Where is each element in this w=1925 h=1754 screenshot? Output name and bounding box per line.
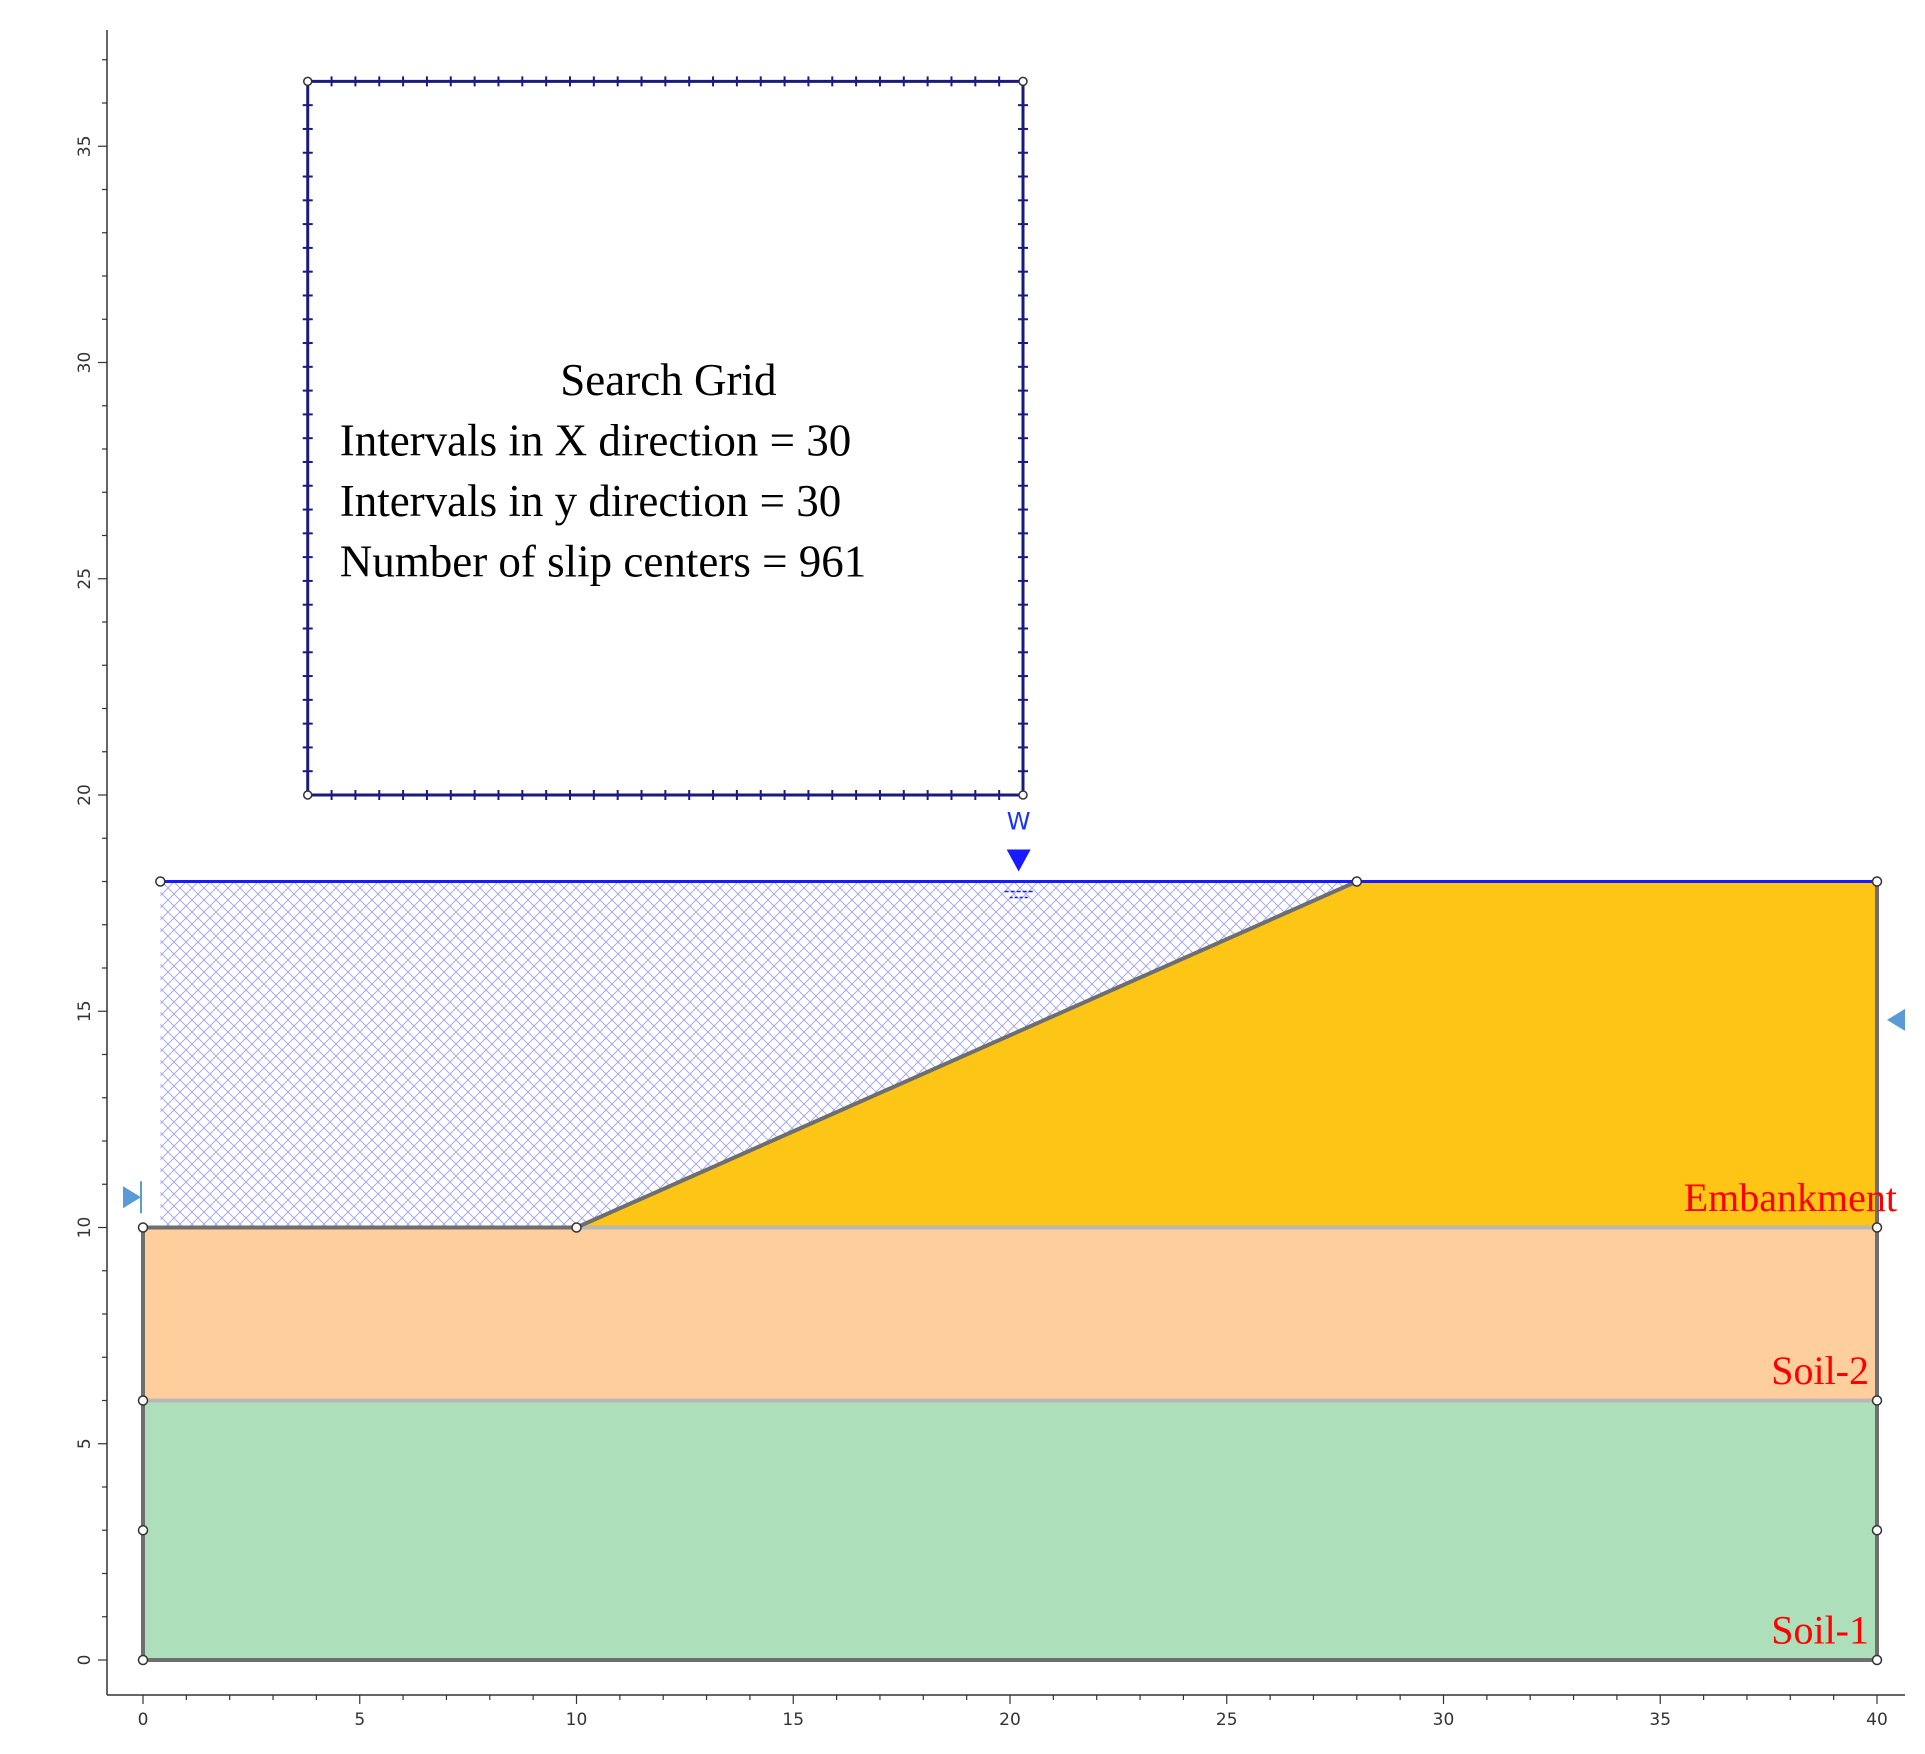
x-tick-label: 35 bbox=[1649, 1710, 1671, 1730]
y-tick-label: 15 bbox=[75, 1000, 95, 1022]
y-tick-label: 20 bbox=[75, 784, 95, 806]
model-outer-boundary bbox=[141, 881, 1879, 1662]
vertex-handle[interactable] bbox=[571, 1222, 582, 1233]
water-table-label: W bbox=[1007, 808, 1031, 836]
embankment-label: Embankment bbox=[1684, 1175, 1897, 1220]
axes: 0 5 10 15 20 25 30 35 40 0 5 10 15 20 25 30 35 bbox=[75, 30, 1905, 1730]
y-tick-label: 10 bbox=[75, 1217, 95, 1239]
soil-2-region bbox=[143, 1227, 1877, 1401]
soil-2-label: Soil-2 bbox=[1771, 1348, 1869, 1393]
vertex-handle[interactable] bbox=[137, 1395, 149, 1406]
x-tick-label: 10 bbox=[566, 1710, 588, 1730]
vertex-handle[interactable] bbox=[137, 1525, 149, 1536]
search-grid-corner[interactable] bbox=[1018, 76, 1028, 87]
slip-centers-text: Number of slip centers = 961 bbox=[340, 536, 867, 586]
x-tick-label: 40 bbox=[1866, 1710, 1888, 1730]
model-vertices[interactable] bbox=[137, 876, 1883, 1666]
water-level-triangle-icon bbox=[1006, 849, 1031, 872]
soil-1-region bbox=[143, 1400, 1877, 1660]
y-tick-label: 35 bbox=[75, 135, 95, 157]
right-support-arrow-icon bbox=[1887, 1008, 1905, 1031]
y-tick-label: 30 bbox=[75, 352, 95, 374]
vertex-handle[interactable] bbox=[1871, 1222, 1883, 1233]
x-tick-label: 30 bbox=[1433, 1710, 1455, 1730]
ponded-water-region bbox=[160, 881, 1357, 1228]
y-tick-label: 0 bbox=[75, 1655, 95, 1666]
vertex-handle[interactable] bbox=[137, 1654, 149, 1666]
search-grid-corner[interactable] bbox=[1018, 790, 1028, 800]
x-tick-label: 5 bbox=[354, 1710, 365, 1730]
search-grid-info: Search Grid Intervals in X direction = 3… bbox=[340, 355, 867, 587]
x-interval-text: Intervals in X direction = 30 bbox=[340, 415, 852, 465]
left-support-arrow-icon bbox=[123, 1186, 141, 1209]
vertex-handle[interactable] bbox=[1871, 876, 1883, 887]
vertex-handle[interactable] bbox=[137, 1222, 149, 1233]
vertex-handle[interactable] bbox=[1871, 1525, 1883, 1536]
vertex-handle[interactable] bbox=[155, 876, 166, 887]
y-tick-label: 5 bbox=[75, 1438, 95, 1449]
search-grid-corner[interactable] bbox=[302, 76, 313, 87]
x-tick-label: 20 bbox=[999, 1710, 1021, 1730]
water-level-marker: W bbox=[1004, 808, 1033, 899]
vertex-handle[interactable] bbox=[1871, 1395, 1883, 1406]
x-tick-label: 15 bbox=[782, 1710, 804, 1730]
search-grid-corner[interactable] bbox=[302, 790, 313, 800]
search-grid[interactable] bbox=[302, 76, 1029, 800]
vertex-handle[interactable] bbox=[1351, 876, 1363, 887]
y-tick-label: 25 bbox=[75, 568, 95, 590]
embankment-region bbox=[576, 881, 1877, 1228]
soil-1-label: Soil-1 bbox=[1771, 1608, 1869, 1653]
vertex-handle[interactable] bbox=[1871, 1654, 1883, 1666]
x-tick-label: 25 bbox=[1216, 1710, 1238, 1730]
search-grid-title: Search Grid bbox=[560, 355, 776, 405]
x-tick-label: 0 bbox=[138, 1710, 149, 1730]
y-interval-text: Intervals in y direction = 30 bbox=[340, 476, 842, 526]
